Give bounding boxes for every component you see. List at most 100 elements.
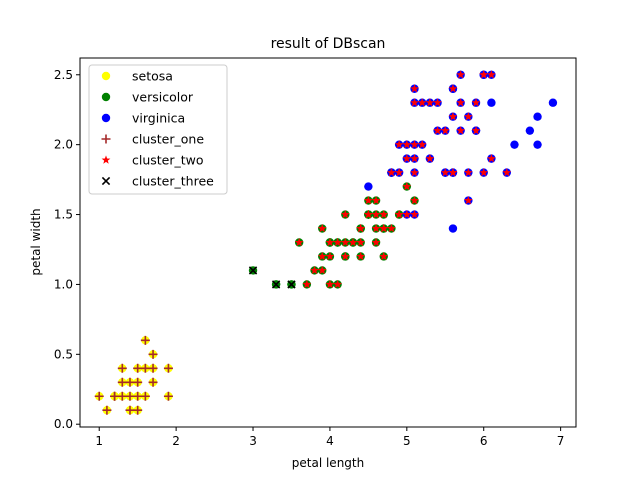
data-point: [364, 195, 373, 205]
data-point: [102, 405, 112, 415]
data-point: [294, 237, 304, 247]
data-point: [463, 195, 473, 205]
data-point: [425, 98, 435, 107]
data-point: [387, 223, 396, 233]
data-point: [371, 237, 381, 247]
data-point: [487, 98, 496, 107]
chart-title: result of DBscan: [271, 36, 386, 52]
data-point: [410, 209, 419, 219]
data-point: [94, 391, 104, 401]
data-point: [410, 168, 419, 177]
data-point: [417, 98, 427, 107]
data-point: [448, 84, 458, 93]
data-point: [379, 251, 389, 261]
data-point: [502, 168, 512, 177]
legend-marker: [101, 92, 111, 102]
data-point: [117, 377, 127, 387]
data-point: [433, 98, 442, 107]
data-point: [117, 363, 127, 373]
y-tick-label: 0.5: [54, 347, 73, 361]
data-point: [487, 154, 496, 163]
data-point: [356, 237, 366, 247]
data-point: [340, 237, 350, 247]
legend-marker: [101, 155, 111, 164]
data-point: [371, 223, 381, 233]
legend-entry: cluster_two: [101, 153, 204, 168]
data-point: [525, 126, 535, 135]
series-cluster-three: [248, 266, 296, 289]
x-tick-label: 4: [326, 434, 334, 448]
data-point: [148, 349, 158, 359]
data-point: [471, 126, 481, 135]
data-point: [133, 377, 143, 387]
x-axis-label: petal length: [292, 456, 364, 470]
data-point: [402, 140, 412, 149]
data-point: [410, 98, 419, 107]
data-point: [425, 154, 435, 163]
data-point: [140, 335, 150, 345]
data-point: [510, 140, 519, 149]
data-point: [317, 251, 327, 261]
data-point: [440, 126, 450, 135]
data-point: [471, 98, 481, 107]
data-point: [394, 209, 404, 219]
data-point: [340, 251, 350, 261]
data-point: [133, 363, 143, 373]
data-point: [433, 126, 442, 135]
data-point: [463, 168, 473, 177]
x-tick-label: 5: [403, 434, 411, 448]
data-point: [402, 181, 412, 191]
data-point: [533, 140, 542, 149]
data-point: [456, 70, 466, 79]
data-point: [479, 168, 489, 177]
legend-label: cluster_two: [132, 153, 204, 168]
data-point: [371, 195, 381, 205]
data-point: [410, 154, 419, 163]
data-point: [125, 405, 135, 415]
x-tick-label: 6: [480, 434, 488, 448]
data-point: [325, 251, 335, 261]
y-tick-label: 2.0: [54, 138, 73, 152]
data-point: [479, 70, 489, 79]
legend-frame: [88, 64, 228, 195]
data-point: [364, 209, 373, 219]
plot-area: [94, 70, 558, 415]
data-point: [448, 224, 458, 233]
data-point: [533, 112, 542, 121]
data-point: [148, 363, 158, 373]
data-point: [387, 168, 396, 177]
legend-entry: cluster_three: [101, 174, 214, 189]
data-point: [410, 140, 419, 149]
data-point: [410, 84, 419, 93]
x-tick-label: 3: [249, 434, 257, 448]
legend-label: setosa: [132, 69, 173, 84]
data-point: [310, 265, 319, 275]
data-point: [140, 391, 150, 401]
data-point: [302, 279, 312, 289]
data-point: [394, 168, 404, 177]
data-point: [440, 168, 450, 177]
data-point: [356, 251, 366, 261]
data-point: [379, 209, 389, 219]
data-point: [125, 377, 135, 387]
data-point: [463, 112, 473, 121]
legend: setosa versicolor virginica cluster_oneclus…: [88, 64, 228, 195]
y-tick-label: 2.5: [54, 68, 73, 82]
data-point: [379, 223, 389, 233]
legend-marker: [101, 113, 111, 123]
data-point: [456, 98, 466, 107]
data-point: [317, 223, 327, 233]
data-point: [110, 391, 120, 401]
legend-label: cluster_three: [132, 174, 214, 189]
y-tick-label: 1.5: [54, 208, 73, 222]
data-point: [333, 279, 342, 289]
data-point: [448, 168, 458, 177]
data-point: [133, 391, 143, 401]
legend-marker: [101, 134, 111, 144]
legend-entry: cluster_one: [101, 132, 204, 147]
legend-label: virginica: [132, 111, 185, 126]
data-point: [125, 391, 135, 401]
data-point: [148, 377, 158, 387]
x-tick-label: 1: [95, 434, 103, 448]
